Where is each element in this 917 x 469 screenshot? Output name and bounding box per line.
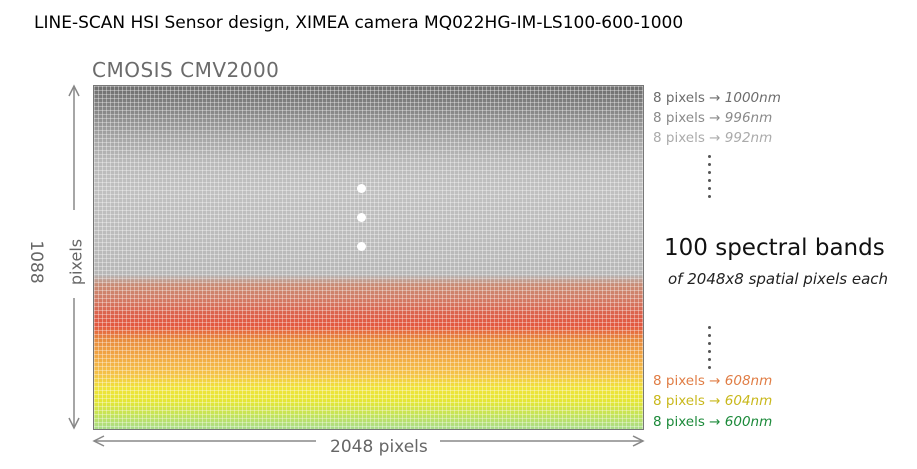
band-pixels: 8 pixels — [653, 393, 705, 409]
page-title: LINE-SCAN HSI Sensor design, XIMEA camer… — [34, 13, 684, 33]
band-wavelength: 604nm — [724, 393, 773, 409]
height-label-number: 1088 — [26, 240, 46, 284]
band-pixels: 8 pixels — [653, 373, 705, 389]
height-label-unit: pixels — [66, 238, 86, 286]
band-label-1000nm: 8 pixels → 1000nm — [653, 90, 781, 106]
bands-subheading: of 2048x8 spatial pixels each — [668, 270, 889, 288]
band-pixels: 8 pixels — [653, 414, 705, 430]
band-pixels: 8 pixels — [653, 90, 705, 106]
vertical-ellipsis-top — [708, 155, 712, 198]
ellipsis-dot-3 — [357, 242, 366, 251]
vertical-ellipsis-bottom — [708, 326, 712, 369]
band-label-604nm: 8 pixels → 604nm — [653, 393, 772, 409]
width-arrowhead-left — [92, 435, 105, 447]
band-label-608nm: 8 pixels → 608nm — [653, 373, 772, 389]
arrow-icon: → — [709, 110, 721, 126]
band-label-996nm: 8 pixels → 996nm — [653, 110, 772, 126]
band-pixels: 8 pixels — [653, 110, 705, 126]
arrow-icon: → — [709, 130, 721, 146]
band-label-600nm: 8 pixels → 600nm — [653, 414, 772, 430]
arrow-icon: → — [709, 90, 721, 106]
height-arrowhead-bottom — [68, 417, 80, 430]
band-wavelength: 608nm — [724, 373, 773, 389]
width-label: 2048 pixels — [330, 437, 428, 457]
sensor-array — [93, 85, 644, 430]
band-wavelength: 600nm — [724, 414, 773, 430]
pixel-grid — [94, 86, 643, 429]
band-wavelength: 996nm — [724, 110, 773, 126]
sensor-name: CMOSIS CMV2000 — [92, 58, 280, 82]
band-label-992nm: 8 pixels → 992nm — [653, 130, 772, 146]
arrow-icon: → — [709, 393, 721, 409]
band-wavelength: 1000nm — [724, 90, 781, 106]
bands-heading: 100 spectral bands — [664, 235, 885, 261]
ellipsis-dot-1 — [357, 184, 366, 193]
ellipsis-dot-2 — [357, 213, 366, 222]
arrow-icon: → — [709, 414, 721, 430]
spectral-gradient — [94, 86, 643, 429]
band-wavelength: 992nm — [724, 130, 773, 146]
width-arrowhead-right — [632, 435, 645, 447]
arrow-icon: → — [709, 373, 721, 389]
height-arrowhead-top — [68, 84, 80, 97]
band-pixels: 8 pixels — [653, 130, 705, 146]
